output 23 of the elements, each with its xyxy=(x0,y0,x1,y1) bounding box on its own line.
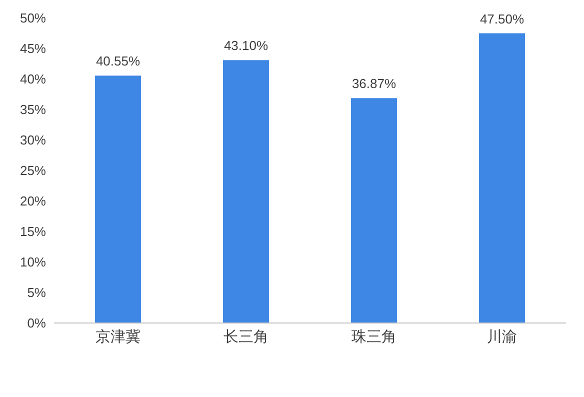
y-tick-label: 0% xyxy=(27,316,46,331)
bar xyxy=(223,60,269,323)
bar xyxy=(479,33,525,323)
y-tick-label: 25% xyxy=(20,163,46,178)
x-tick-label: 京津冀 xyxy=(96,328,140,346)
data-label: 36.87% xyxy=(352,76,396,92)
data-label: 43.10% xyxy=(224,38,268,54)
y-tick-label: 20% xyxy=(20,194,46,209)
y-tick-label: 45% xyxy=(20,41,46,56)
y-tick-label: 35% xyxy=(20,102,46,118)
y-tick-label: 5% xyxy=(27,285,46,300)
x-tick-label: 长三角 xyxy=(224,328,268,346)
x-tick-label: 川渝 xyxy=(487,328,517,346)
y-tick-label: 10% xyxy=(20,254,46,270)
bar xyxy=(351,98,397,323)
y-tick-label: 30% xyxy=(20,132,46,148)
data-label: 40.55% xyxy=(96,54,140,69)
bar xyxy=(95,76,141,323)
data-label: 47.50% xyxy=(480,11,524,26)
y-tick-label: 40% xyxy=(20,72,46,87)
y-tick-label: 50% xyxy=(20,10,46,26)
x-tick-label: 珠三角 xyxy=(352,328,396,346)
y-tick-label: 15% xyxy=(20,224,46,240)
